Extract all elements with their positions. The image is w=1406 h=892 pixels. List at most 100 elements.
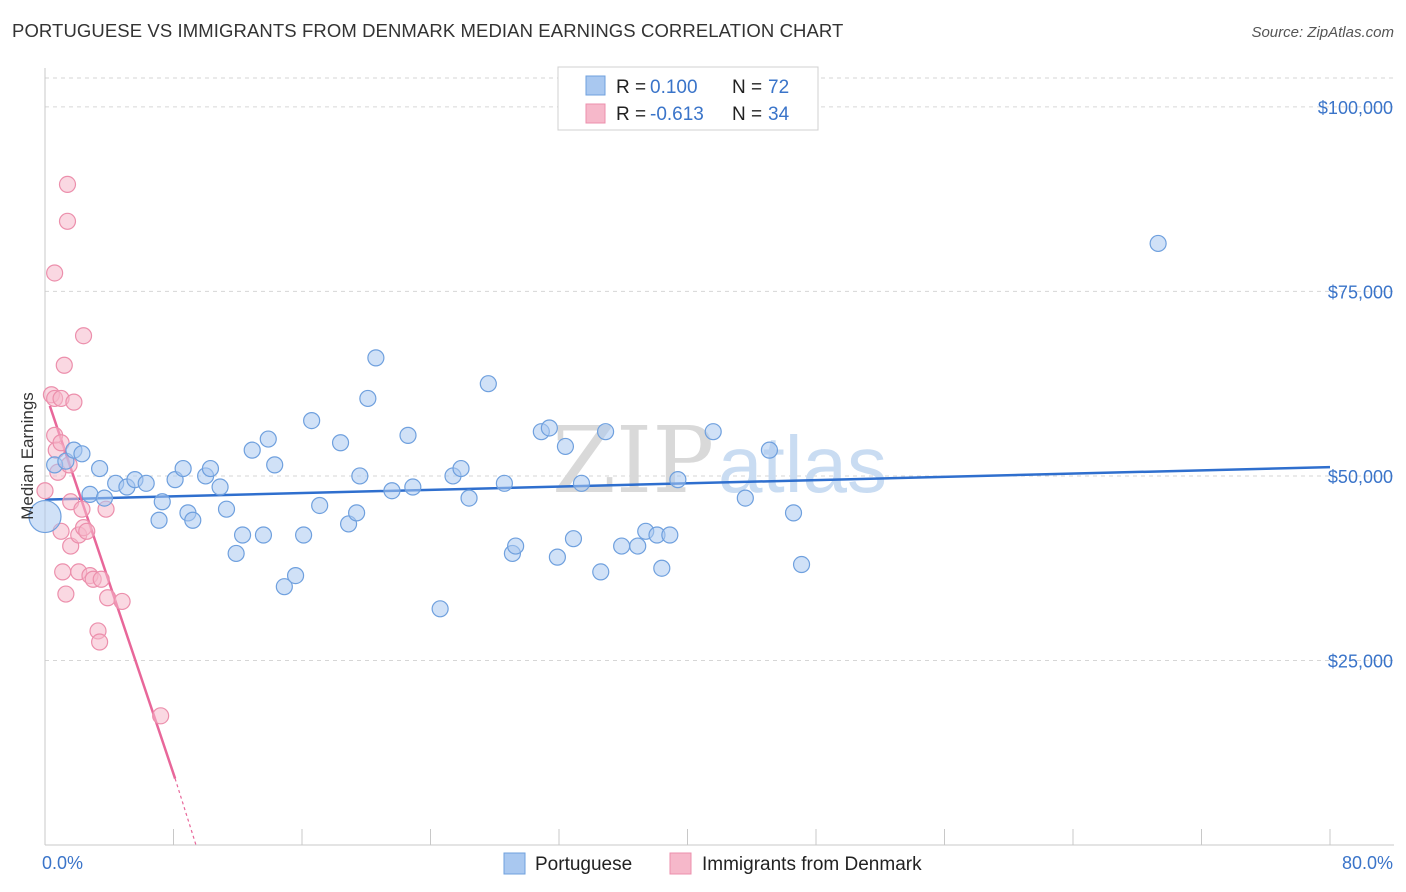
point-portuguese <box>259 430 277 448</box>
point-portuguese <box>227 544 245 563</box>
point-portuguese <box>367 349 385 367</box>
point-portuguese <box>383 482 401 500</box>
legend-box: R = 0.100 N = 72 R = -0.613 N = 34 <box>557 66 819 131</box>
point-portuguese <box>153 493 171 511</box>
legend-swatch-portuguese <box>585 75 606 96</box>
point-denmark <box>54 563 72 581</box>
point-denmark <box>99 589 117 607</box>
point-portuguese <box>295 526 313 544</box>
point-portuguese <box>303 411 321 430</box>
point-portuguese <box>572 474 591 492</box>
point-denmark <box>36 482 54 500</box>
point-portuguese <box>452 459 470 478</box>
source-credit: Source: ZipAtlas.com <box>1251 24 1394 41</box>
bottom-legend-swatch-denmark <box>669 852 692 875</box>
point-portuguese <box>184 511 202 529</box>
legend-r-value: -0.613 <box>650 104 704 125</box>
point-portuguese <box>1149 234 1167 253</box>
point-portuguese <box>348 504 366 522</box>
point-portuguese <box>479 375 497 393</box>
grid-lines <box>45 77 1394 661</box>
point-portuguese <box>629 537 647 555</box>
bottom-legend-denmark: Immigrants from Denmark <box>702 854 922 875</box>
point-portuguese <box>331 434 350 452</box>
point-portuguese <box>592 563 610 581</box>
point-denmark <box>91 633 109 651</box>
point-portuguese <box>150 511 168 529</box>
point-portuguese <box>792 555 811 574</box>
point-denmark <box>73 500 91 518</box>
point-portuguese <box>201 459 220 478</box>
point-portuguese <box>404 478 422 496</box>
point-portuguese <box>243 441 261 459</box>
legend-n-value: 72 <box>768 77 789 98</box>
y-tick-label: $25,000 <box>1328 651 1393 671</box>
point-denmark <box>92 570 110 588</box>
bottom-legend-portuguese: Portuguese <box>535 854 632 875</box>
point-denmark <box>58 175 77 194</box>
point-portuguese <box>254 526 273 544</box>
point-portuguese <box>73 445 91 463</box>
point-portuguese <box>661 526 679 544</box>
x-tick-label-min: 0.0% <box>42 853 83 873</box>
point-portuguese <box>233 526 252 544</box>
point-portuguese <box>351 467 369 485</box>
point-portuguese <box>211 478 229 496</box>
legend-swatch-denmark <box>585 103 606 124</box>
point-portuguese <box>28 499 62 534</box>
point-portuguese <box>217 500 236 518</box>
point-denmark <box>46 264 64 282</box>
point-portuguese <box>548 548 566 566</box>
y-tick-label: $100,000 <box>1318 98 1393 118</box>
chart-title: PORTUGUESE VS IMMIGRANTS FROM DENMARK ME… <box>12 20 844 41</box>
trendline-portuguese <box>44 465 1331 501</box>
point-denmark <box>57 585 75 603</box>
point-portuguese <box>311 496 329 515</box>
point-portuguese <box>95 489 114 507</box>
point-denmark <box>52 434 70 452</box>
axes <box>44 68 1394 846</box>
point-denmark <box>113 592 131 611</box>
point-portuguese <box>540 419 558 437</box>
legend-r-label: R = <box>616 104 646 125</box>
point-portuguese <box>653 559 671 577</box>
point-portuguese <box>286 566 305 585</box>
tick-labels: $25,000 $50,000 $75,000 $100,000 0.0% 80.0% <box>42 98 1393 873</box>
data-points <box>28 175 1167 725</box>
point-portuguese <box>564 530 583 548</box>
legend-n-label: N = <box>732 77 762 98</box>
legend-n-value: 34 <box>768 104 790 125</box>
point-portuguese <box>704 423 722 441</box>
legend-r-value: 0.100 <box>650 77 698 98</box>
watermark-zip-text: ZIP <box>552 407 714 514</box>
legend-r-label: R = <box>616 77 646 98</box>
bottom-legend-swatch-portuguese <box>503 852 526 875</box>
point-denmark <box>78 522 96 540</box>
point-portuguese <box>359 389 377 408</box>
point-denmark <box>65 393 83 411</box>
point-portuguese <box>613 537 631 555</box>
point-portuguese <box>784 504 803 522</box>
point-portuguese <box>91 459 109 478</box>
point-denmark <box>74 327 93 345</box>
watermark: ZIP atlas <box>552 407 887 514</box>
y-axis-label: Median Earnings <box>18 392 37 520</box>
legend-n-label: N = <box>732 104 762 125</box>
point-portuguese <box>460 489 478 507</box>
point-portuguese <box>556 437 575 456</box>
point-portuguese <box>495 474 513 492</box>
point-portuguese <box>81 485 99 504</box>
point-portuguese <box>174 459 192 478</box>
x-tick-label-max: 80.0% <box>1342 853 1393 873</box>
point-portuguese <box>736 489 754 507</box>
point-portuguese <box>669 471 687 489</box>
point-portuguese <box>275 578 293 596</box>
point-portuguese <box>507 537 525 555</box>
point-portuguese <box>266 456 284 474</box>
y-tick-label: $75,000 <box>1328 282 1393 302</box>
point-portuguese <box>137 474 155 492</box>
point-portuguese <box>431 600 449 618</box>
point-denmark <box>55 356 73 374</box>
bottom-legend: Portuguese Immigrants from Denmark <box>503 852 922 875</box>
